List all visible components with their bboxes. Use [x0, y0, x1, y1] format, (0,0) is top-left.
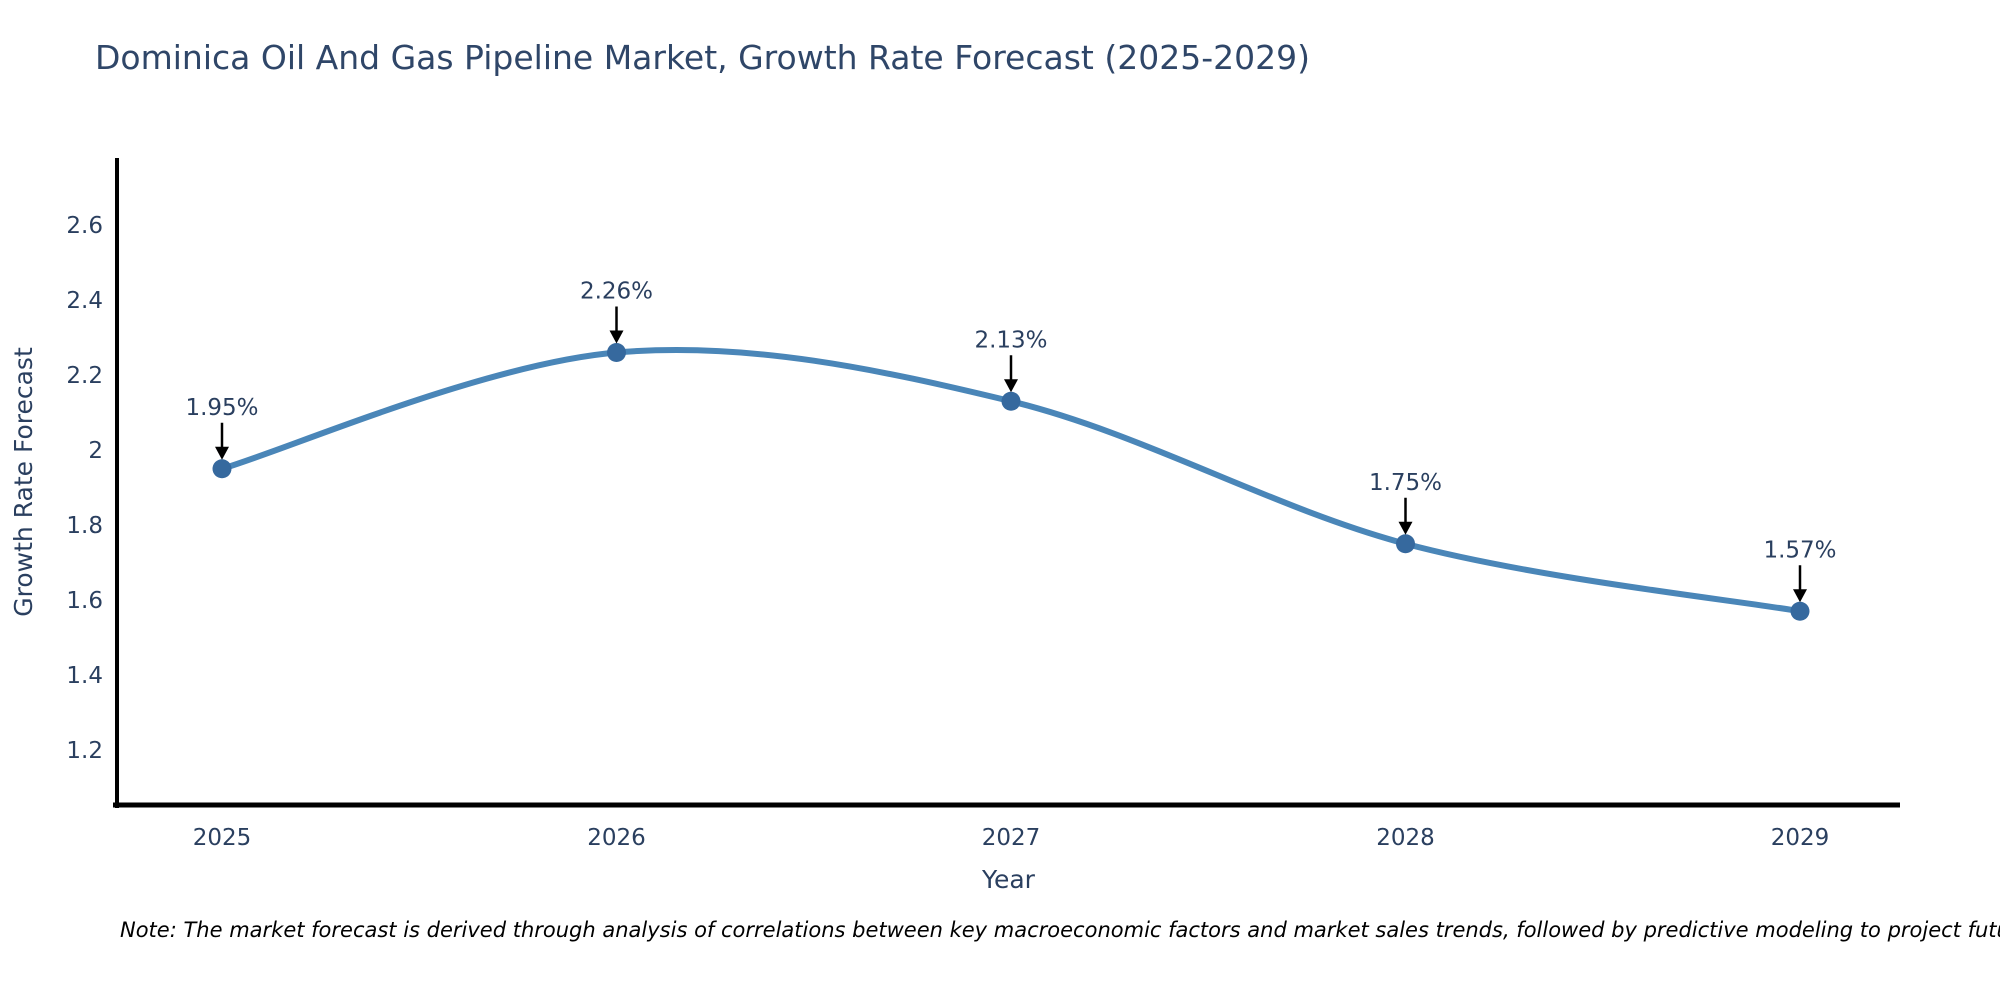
annotation-arrow-head: [215, 446, 229, 460]
point-value-label: 2.26%: [580, 279, 653, 305]
data-point-marker: [1001, 391, 1021, 411]
y-tick-label: 2.2: [66, 363, 103, 389]
point-value-label: 1.75%: [1369, 470, 1442, 496]
y-tick-label: 1.4: [66, 663, 103, 689]
x-tick-label: 2025: [193, 825, 252, 851]
annotation-arrow-head: [609, 330, 624, 344]
x-tick-label: 2028: [1376, 825, 1435, 851]
footnote: Note: The market forecast is derived thr…: [120, 918, 2000, 942]
y-tick-label: 1.2: [66, 738, 103, 764]
annotation-arrow-head: [1793, 589, 1807, 603]
y-tick-label: 1.8: [66, 513, 103, 539]
point-value-label: 1.57%: [1763, 537, 1836, 563]
data-point-marker: [212, 459, 232, 479]
annotation-arrow-head: [1004, 379, 1018, 393]
x-axis-title: Year: [981, 865, 1036, 894]
annotation-arrow-head: [1398, 521, 1413, 535]
y-tick-label: 1.6: [66, 588, 103, 614]
data-point-marker: [1790, 601, 1810, 621]
point-value-label: 2.13%: [974, 327, 1047, 353]
point-value-label: 1.95%: [185, 395, 258, 421]
x-tick-label: 2026: [587, 825, 646, 851]
x-tick-label: 2029: [1771, 825, 1830, 851]
y-tick-label: 2.4: [66, 288, 103, 314]
data-point-marker: [607, 343, 626, 362]
chart-title: Dominica Oil And Gas Pipeline Market, Gr…: [95, 38, 1310, 77]
data-point-marker: [1396, 534, 1415, 554]
y-tick-label: 2.6: [66, 213, 103, 239]
y-axis-title: Growth Rate Forecast: [9, 347, 38, 617]
y-tick-label: 2: [88, 438, 103, 464]
line-chart-plot: 2.6 2.4 2.2 2 1.8 1.6 1.4 1.2 2025 2026 2027 2028 20…: [9, 158, 1900, 894]
x-tick-label: 2027: [982, 825, 1041, 851]
